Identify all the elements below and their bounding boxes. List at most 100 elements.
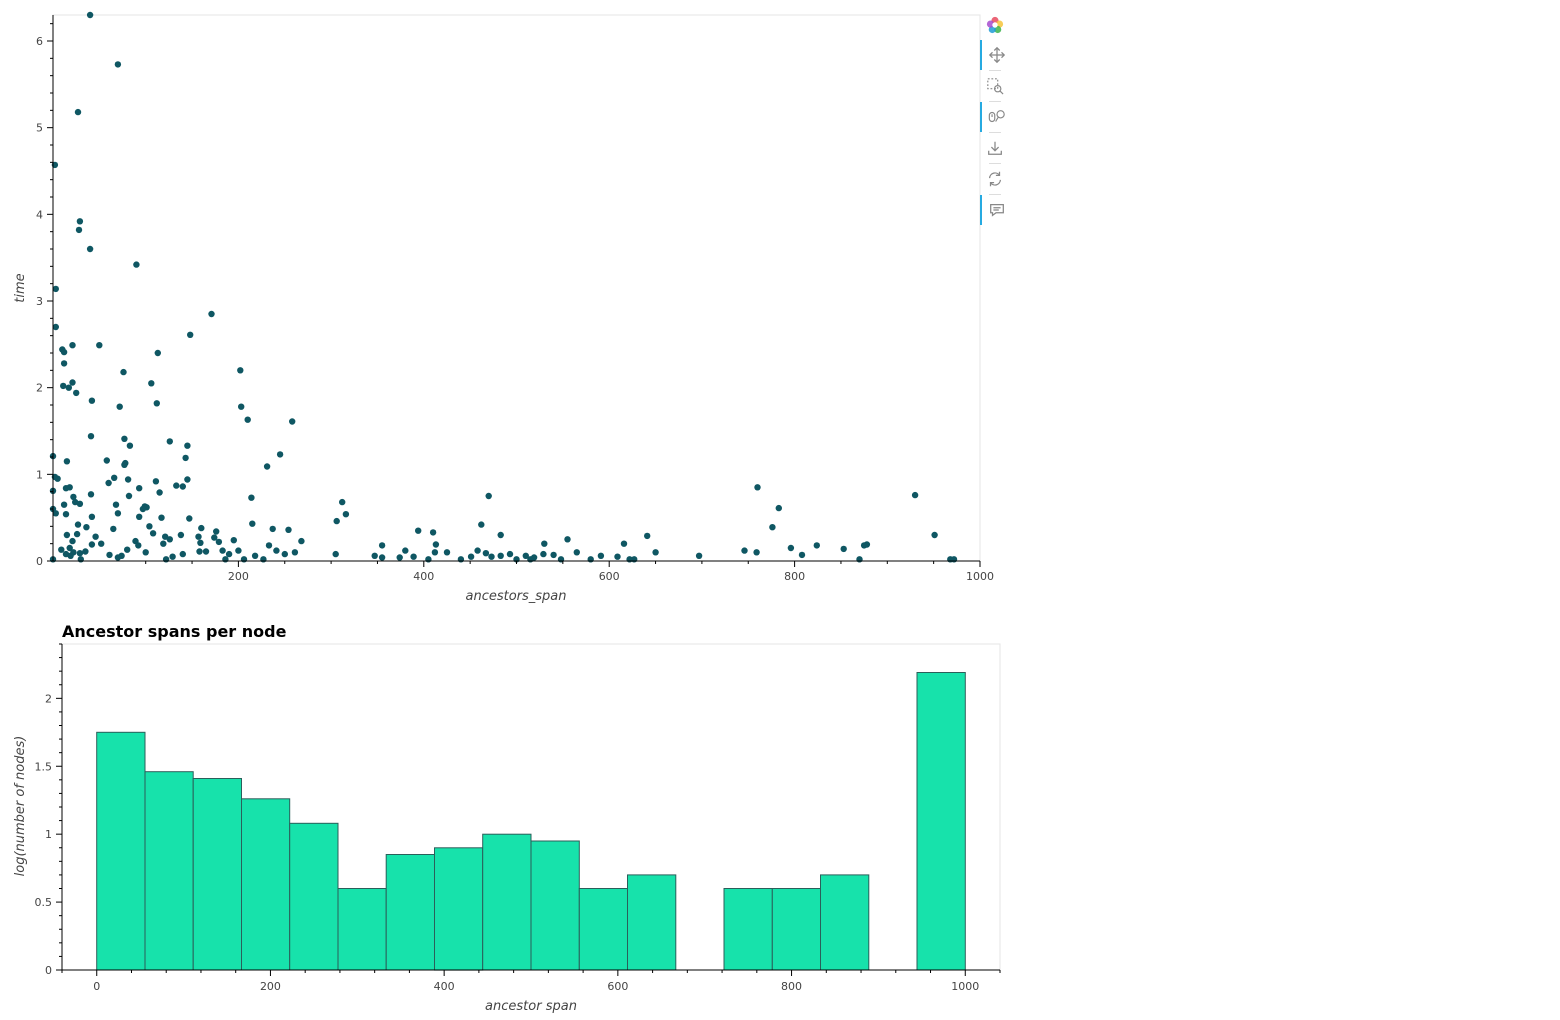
- data-point: [73, 530, 81, 538]
- box-zoom-tool[interactable]: [980, 71, 1010, 101]
- data-point: [149, 530, 157, 537]
- data-point: [105, 479, 112, 487]
- data-point: [121, 435, 128, 442]
- data-point: [58, 546, 65, 553]
- y-tick-label: 3: [36, 295, 43, 308]
- x-tick-label: 0: [93, 980, 100, 993]
- data-point: [474, 547, 481, 554]
- data-point: [652, 549, 659, 556]
- data-point: [92, 533, 99, 540]
- data-point: [211, 534, 218, 541]
- data-point: [429, 529, 437, 536]
- data-point: [626, 556, 633, 563]
- x-tick-label: 600: [607, 980, 628, 993]
- data-point: [378, 542, 386, 549]
- data-point: [488, 553, 495, 560]
- data-point: [371, 552, 378, 559]
- data-point: [60, 360, 68, 367]
- hover-icon: [990, 203, 1004, 217]
- data-point: [70, 493, 77, 501]
- pan-tool[interactable]: [980, 40, 1012, 70]
- data-point: [169, 553, 176, 560]
- data-point: [77, 556, 85, 563]
- data-point: [179, 550, 186, 558]
- plot-toolbar: [980, 10, 1010, 230]
- box-zoom-icon: [987, 78, 1004, 95]
- data-point: [187, 331, 194, 338]
- data-point: [52, 323, 59, 331]
- bokeh-logo[interactable]: [980, 10, 1010, 40]
- histogram-plot[interactable]: Ancestor spans per node 0 200 400 600 800 100…: [0, 612, 1010, 1020]
- histogram-bar: [289, 822, 339, 971]
- x-tick-label: 200: [260, 980, 281, 993]
- data-point: [931, 531, 938, 539]
- histogram-bar: [337, 888, 387, 971]
- data-point: [60, 382, 67, 390]
- data-point: [856, 556, 863, 563]
- data-point: [237, 367, 244, 374]
- data-point: [148, 380, 155, 387]
- histogram-bar: [530, 840, 580, 971]
- data-point: [63, 531, 71, 539]
- data-point: [98, 540, 105, 547]
- data-point: [378, 554, 386, 561]
- histogram-bar: [192, 778, 242, 971]
- data-point: [166, 438, 173, 445]
- wheel-zoom-tool[interactable]: [980, 102, 1012, 132]
- data-point: [213, 528, 220, 535]
- data-point: [573, 549, 580, 556]
- data-point: [251, 552, 259, 559]
- data-point: [840, 545, 847, 553]
- data-point: [597, 552, 605, 559]
- data-point: [60, 501, 68, 508]
- data-point: [124, 476, 132, 483]
- histogram-bar: [916, 672, 966, 971]
- data-point: [135, 542, 142, 549]
- data-point: [753, 549, 760, 556]
- data-point: [396, 554, 403, 561]
- data-point: [88, 397, 96, 404]
- scatter-plot-area[interactable]: [52, 14, 981, 562]
- x-tick-label: 1000: [951, 980, 979, 993]
- data-point: [197, 539, 204, 546]
- data-point: [114, 61, 122, 68]
- data-point: [225, 550, 233, 558]
- data-point: [478, 521, 485, 528]
- data-point: [527, 556, 534, 563]
- data-point: [196, 548, 203, 555]
- data-point: [156, 489, 163, 496]
- data-point: [62, 511, 70, 518]
- data-point: [120, 368, 127, 376]
- data-point: [238, 403, 245, 410]
- scatter-plot[interactable]: 200 400 600 800 1000 0 1 2 3 4 5 6 ancestors_span t…: [0, 0, 1000, 612]
- data-point: [136, 485, 143, 492]
- data-point: [208, 310, 215, 318]
- data-point: [136, 513, 143, 520]
- scatter-points: [49, 11, 958, 563]
- data-point: [114, 510, 122, 517]
- histogram-bar: [241, 798, 291, 971]
- x-tick-label: 800: [784, 570, 805, 583]
- hover-tool[interactable]: [980, 195, 1012, 225]
- data-point: [133, 261, 140, 268]
- data-point: [741, 547, 748, 554]
- data-point: [121, 461, 128, 468]
- data-point: [74, 108, 82, 116]
- data-point: [285, 526, 292, 533]
- data-point: [52, 510, 59, 517]
- data-point: [82, 548, 89, 555]
- bokeh-logo-icon: [986, 16, 1004, 34]
- data-point: [125, 492, 133, 500]
- data-point: [96, 342, 103, 349]
- data-point: [291, 549, 299, 556]
- reset-tool[interactable]: [980, 164, 1010, 194]
- toolbar-separator: [989, 132, 1001, 133]
- data-point: [146, 523, 153, 530]
- y-tick-label: 2: [36, 382, 43, 395]
- data-point: [124, 546, 131, 553]
- save-tool[interactable]: [980, 133, 1010, 163]
- x-tick-label: 200: [228, 570, 249, 583]
- data-point: [333, 517, 340, 525]
- data-point: [62, 485, 70, 492]
- data-point: [240, 556, 248, 563]
